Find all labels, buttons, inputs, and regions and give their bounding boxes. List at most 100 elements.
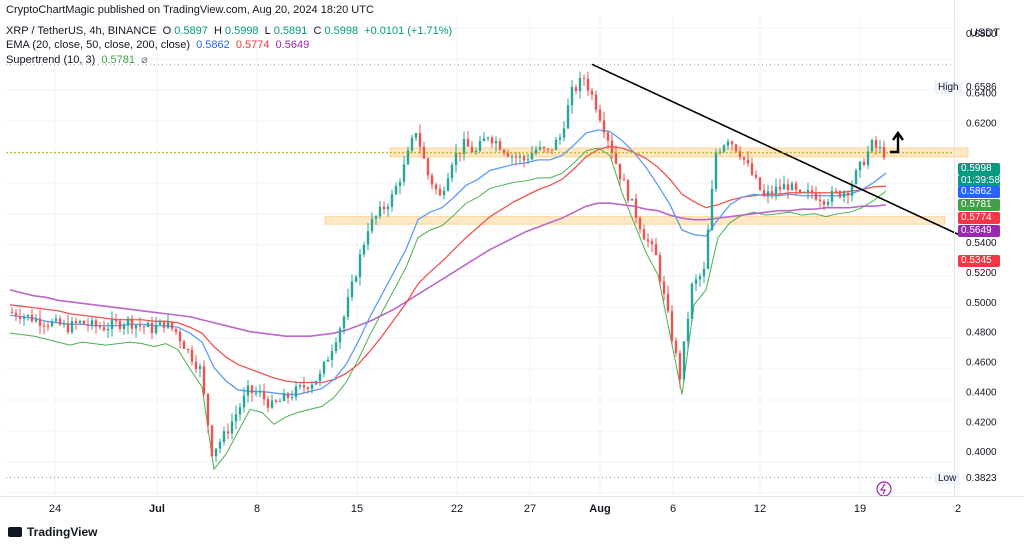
candle-body	[758, 177, 762, 190]
visibility-icon[interactable]: ⌀	[141, 54, 148, 66]
candle-body	[558, 137, 562, 140]
candle-body	[882, 146, 886, 158]
candle-body	[190, 349, 194, 362]
ema-legend[interactable]: EMA (20, close, 50, close, 200, close) 0…	[6, 39, 312, 51]
candle-body	[754, 174, 758, 178]
candle-body	[522, 156, 526, 161]
currency-label[interactable]: USDT	[970, 27, 1000, 39]
time-tick-label: 24	[49, 503, 61, 515]
candle-body	[234, 414, 238, 422]
candle-body	[798, 189, 802, 193]
candle-body	[862, 161, 866, 166]
supertrend-label[interactable]: Supertrend (10, 3)	[6, 54, 96, 66]
countdown-tag: 01:39:58	[958, 175, 1000, 187]
candle-body	[810, 190, 814, 194]
last-price-tag: 0.5998	[958, 163, 1000, 175]
ema50-tag: 0.5774	[958, 212, 1000, 224]
candle-body	[682, 341, 686, 380]
candle-body	[526, 159, 530, 161]
ema200-tag: 0.5649	[958, 225, 1000, 237]
candle-body	[450, 164, 454, 179]
candle-body	[750, 163, 754, 175]
candle-body	[782, 184, 786, 190]
open-label: O	[162, 25, 172, 37]
time-tick-label: 15	[351, 503, 363, 515]
candle-body	[374, 216, 378, 219]
ema20-value: 0.5862	[196, 39, 230, 51]
candle-body	[830, 190, 834, 202]
tradingview-logo[interactable]: TradingView	[8, 525, 97, 539]
candle-body	[386, 206, 390, 210]
supertrend-legend[interactable]: Supertrend (10, 3) 0.5781 ⌀	[6, 53, 151, 66]
candle-body	[158, 320, 162, 325]
candle-body	[342, 316, 346, 329]
ema20-tag: 0.5862	[958, 186, 1000, 198]
tradingview-logo-icon	[8, 527, 22, 537]
candle-body	[642, 229, 646, 240]
candle-body	[210, 425, 214, 457]
candle-body	[318, 373, 322, 382]
candle-body	[834, 190, 838, 192]
symbol-legend[interactable]: XRP / TetherUS, 4h, BINANCE O 0.5897 H 0.5…	[6, 25, 455, 37]
candle-body	[606, 132, 610, 141]
candle-body	[246, 385, 250, 396]
candle-body	[486, 137, 490, 139]
candle-body	[434, 184, 438, 189]
close-label: C	[313, 25, 322, 37]
ema200-line	[9, 202, 887, 337]
price-tick-label: 0.4000	[966, 447, 997, 458]
candle-body	[638, 217, 642, 230]
candle-body	[490, 137, 494, 144]
ema-label[interactable]: EMA (20, close, 50, close, 200, close)	[6, 39, 191, 51]
candle-body	[722, 145, 726, 152]
time-axis: 24 Jul 8 15 22 27 Aug 6 12 19 2	[0, 496, 1024, 515]
published-info: CryptoChartMagic published on TradingVie…	[6, 4, 374, 16]
candle-body	[290, 397, 294, 399]
candle-body	[738, 151, 742, 158]
supertrend-tag: 0.5781	[958, 199, 1000, 211]
candle-body	[14, 312, 18, 317]
candle-body	[842, 192, 846, 198]
candle-body	[446, 178, 450, 191]
candle-body	[122, 325, 126, 329]
candle-body	[538, 147, 542, 150]
candle-body	[50, 321, 54, 326]
candle-body	[454, 152, 458, 165]
candle-body	[182, 341, 186, 349]
candle-body	[578, 77, 582, 91]
candle-body	[142, 326, 146, 328]
candle-body	[598, 109, 602, 121]
candle-body	[854, 170, 858, 185]
supertrend-value: 0.5781	[101, 54, 135, 66]
time-tick-label: 6	[670, 503, 676, 515]
candle-body	[390, 194, 394, 207]
low-tag-value: 0.3823	[966, 473, 997, 484]
candle-body	[238, 407, 242, 415]
candle-body	[162, 320, 166, 328]
candle-body	[78, 320, 82, 323]
candle-body	[498, 141, 502, 150]
candle-body	[746, 159, 750, 164]
candle-body	[418, 133, 422, 147]
candle-body	[466, 139, 470, 147]
candle-body	[174, 328, 178, 332]
high-label: H	[213, 25, 222, 37]
close-value: 0.5998	[324, 25, 359, 37]
candle-body	[362, 244, 366, 255]
candle-body	[74, 321, 78, 323]
candle-body	[794, 183, 798, 190]
price-tick-label: 0.6200	[966, 119, 997, 130]
high-tag-value: 0.6586	[966, 82, 997, 93]
symbol-label[interactable]: XRP / TetherUS, 4h, BINANCE	[6, 25, 157, 37]
candle-body	[766, 191, 770, 196]
candle-body	[322, 361, 326, 374]
candle-body	[502, 149, 506, 153]
candle-body	[850, 184, 854, 196]
candle-body	[414, 133, 418, 138]
candle-body	[98, 326, 102, 328]
candle-body	[742, 157, 746, 160]
ema20-line	[9, 129, 887, 396]
low-tag-label: Low	[934, 472, 961, 485]
candle-body	[674, 340, 678, 354]
